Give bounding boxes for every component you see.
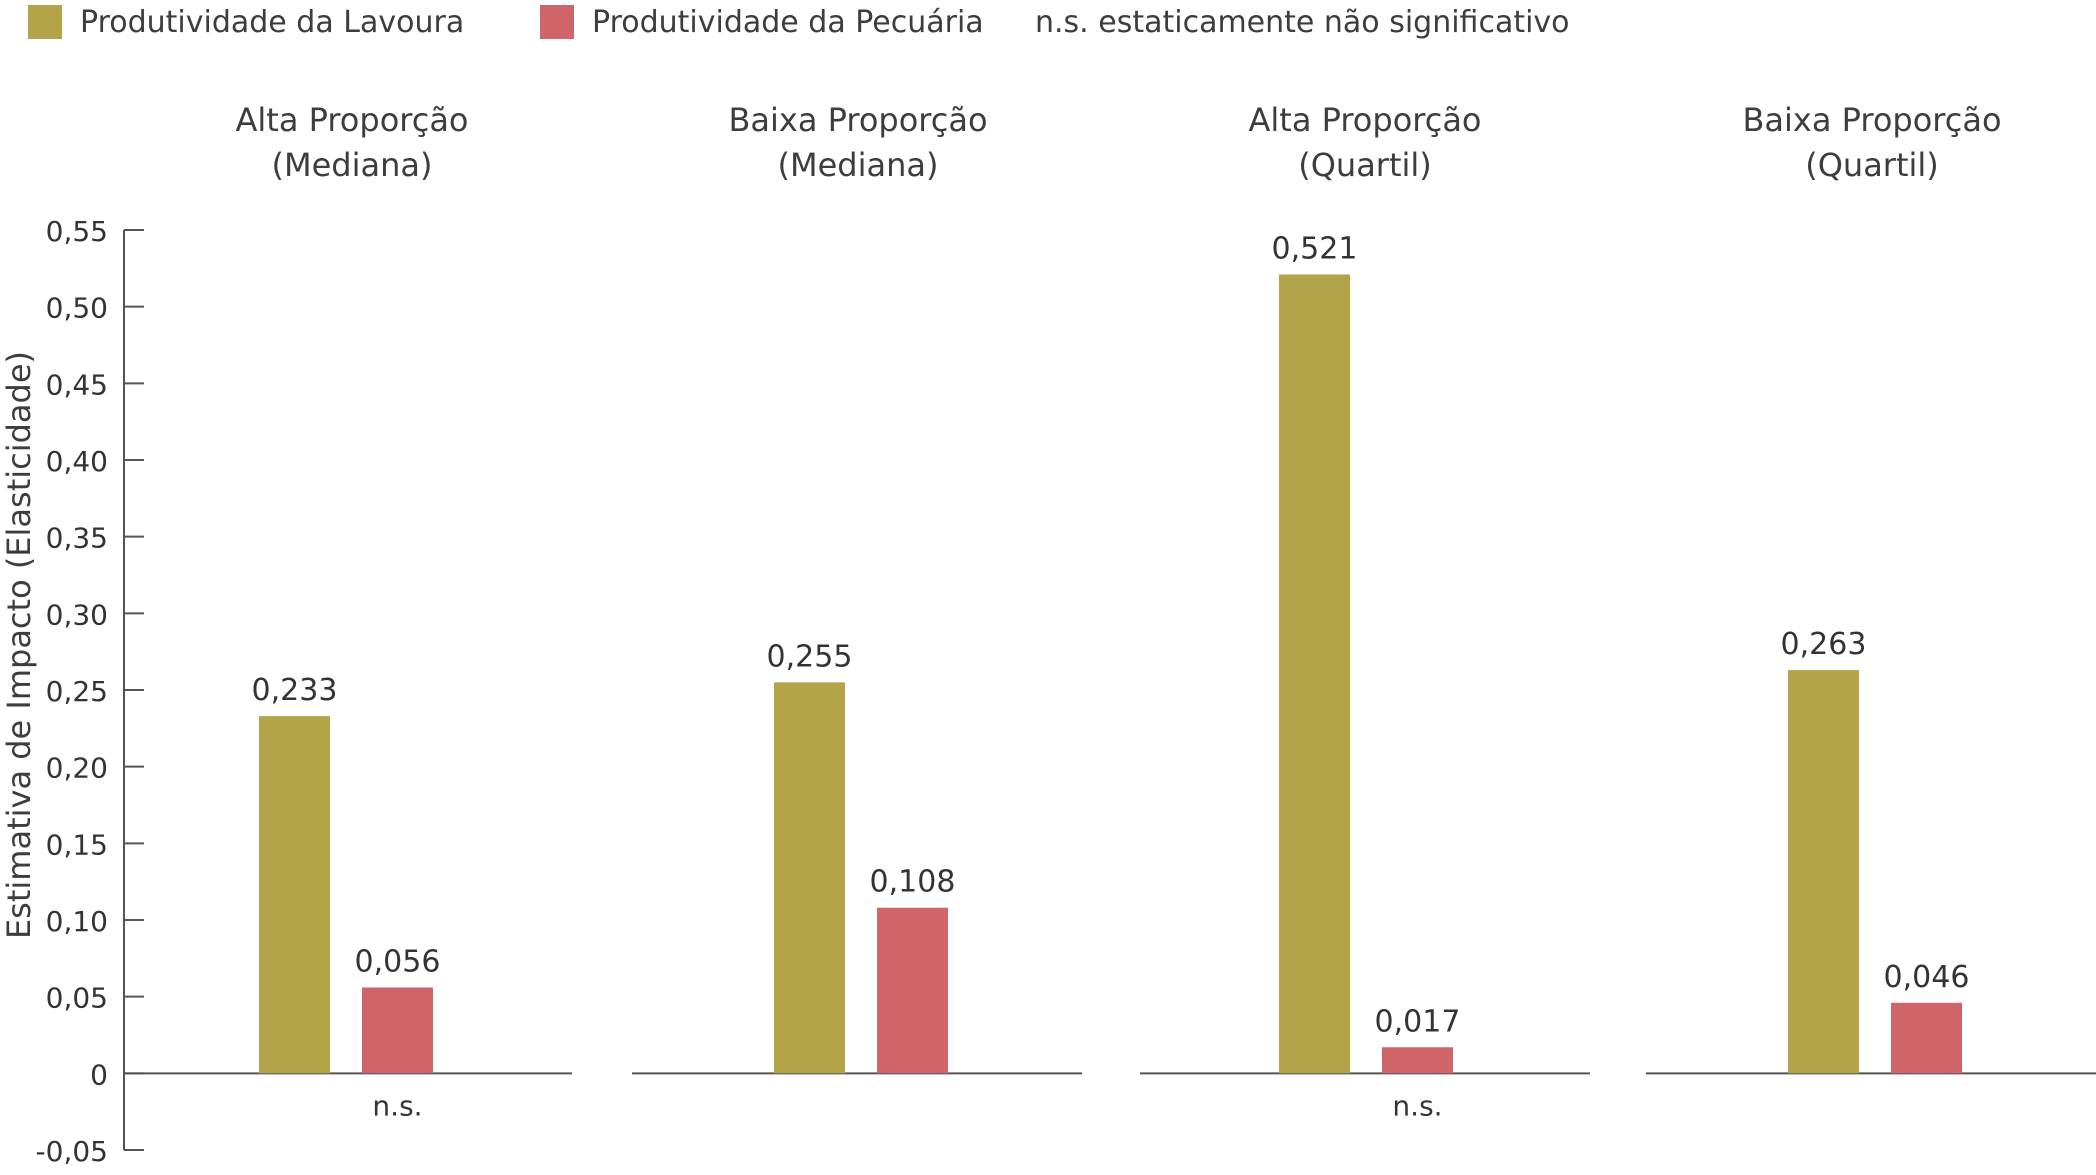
y-tick-label: 0,05 — [46, 982, 108, 1015]
panel-1: Alta Proporção (Mediana) 0,233 0,056 n.s. — [124, 101, 572, 1122]
y-axis: -0,05 0 0,05 0,10 0,15 0,20 0,25 0,30 0,35 0,40 0,… — [36, 215, 144, 1168]
legend-item-livestock: Produtividade da Pecuária — [540, 0, 984, 44]
y-tick-label: 0,25 — [46, 675, 108, 708]
panel-3: Alta Proporção (Quartil) 0,521 0,017 n.s. — [1140, 101, 1590, 1122]
panel-title-line1: Baixa Proporção — [728, 101, 987, 139]
legend: Produtividade da Lavoura Produtividade d… — [0, 0, 2096, 44]
y-axis-title: Estimativa de Impacto (Elasticidade) — [0, 351, 38, 939]
y-tick-label: 0,40 — [46, 445, 108, 478]
bar-label-crop: 0,263 — [1781, 627, 1867, 662]
panel-title-line2: (Quartil) — [1805, 146, 1939, 184]
chart-panels: Alta Proporção (Mediana) 0,233 0,056 n.s. Bai… — [124, 101, 2096, 1122]
ns-label: n.s. — [1392, 1089, 1442, 1122]
legend-swatch-livestock — [540, 5, 574, 39]
bar-label-livestock: 0,017 — [1375, 1004, 1461, 1039]
panel-title-line2: (Quartil) — [1298, 146, 1432, 184]
legend-label-livestock: Produtividade da Pecuária — [592, 4, 984, 40]
panel-title-line2: (Mediana) — [778, 146, 939, 184]
y-tick-label: -0,05 — [36, 1135, 108, 1168]
y-tick-label: 0,50 — [46, 292, 108, 325]
bar-crop — [1788, 670, 1859, 1074]
y-tick-label: 0,35 — [46, 522, 108, 555]
bar-label-crop: 0,521 — [1272, 231, 1358, 266]
y-tick-label: 0,30 — [46, 598, 108, 631]
bar-label-crop: 0,255 — [767, 639, 853, 674]
panel-title-line2: (Mediana) — [272, 146, 433, 184]
bar-livestock — [877, 907, 948, 1074]
bar-livestock — [1891, 1002, 1962, 1074]
y-tick-label: 0,45 — [46, 368, 108, 401]
y-tick-label: 0,10 — [46, 905, 108, 938]
bar-label-livestock: 0,108 — [870, 865, 956, 900]
y-tick-label: 0,15 — [46, 828, 108, 861]
bar-crop — [259, 716, 330, 1074]
bar-livestock — [362, 987, 433, 1074]
panel-2: Baixa Proporção (Mediana) 0,255 0,108 — [632, 101, 1082, 1075]
legend-item-crop: Produtividade da Lavoura — [28, 0, 464, 44]
bar-label-livestock: 0,046 — [1884, 960, 1970, 995]
panel-title-line1: Alta Proporção — [236, 101, 469, 139]
legend-swatch-crop — [28, 5, 62, 39]
legend-ns-note: n.s. estaticamente não significativo — [1035, 4, 1570, 40]
y-tick-label: 0,20 — [46, 752, 108, 785]
bar-crop — [1279, 274, 1350, 1074]
ns-label: n.s. — [372, 1089, 422, 1122]
bar-label-livestock: 0,056 — [355, 944, 441, 979]
bar-livestock — [1382, 1047, 1453, 1074]
y-tick-label: 0,55 — [46, 215, 108, 248]
panel-title-line1: Baixa Proporção — [1742, 101, 2001, 139]
bar-crop — [774, 682, 845, 1074]
panel-4: Baixa Proporção (Quartil) 0,263 0,046 — [1646, 101, 2096, 1075]
panel-title-line1: Alta Proporção — [1249, 101, 1482, 139]
y-tick-label: 0 — [90, 1058, 108, 1091]
legend-item-ns-note: n.s. estaticamente não significativo — [1035, 0, 1570, 44]
bar-label-crop: 0,233 — [252, 673, 338, 708]
legend-label-crop: Produtividade da Lavoura — [80, 4, 465, 40]
